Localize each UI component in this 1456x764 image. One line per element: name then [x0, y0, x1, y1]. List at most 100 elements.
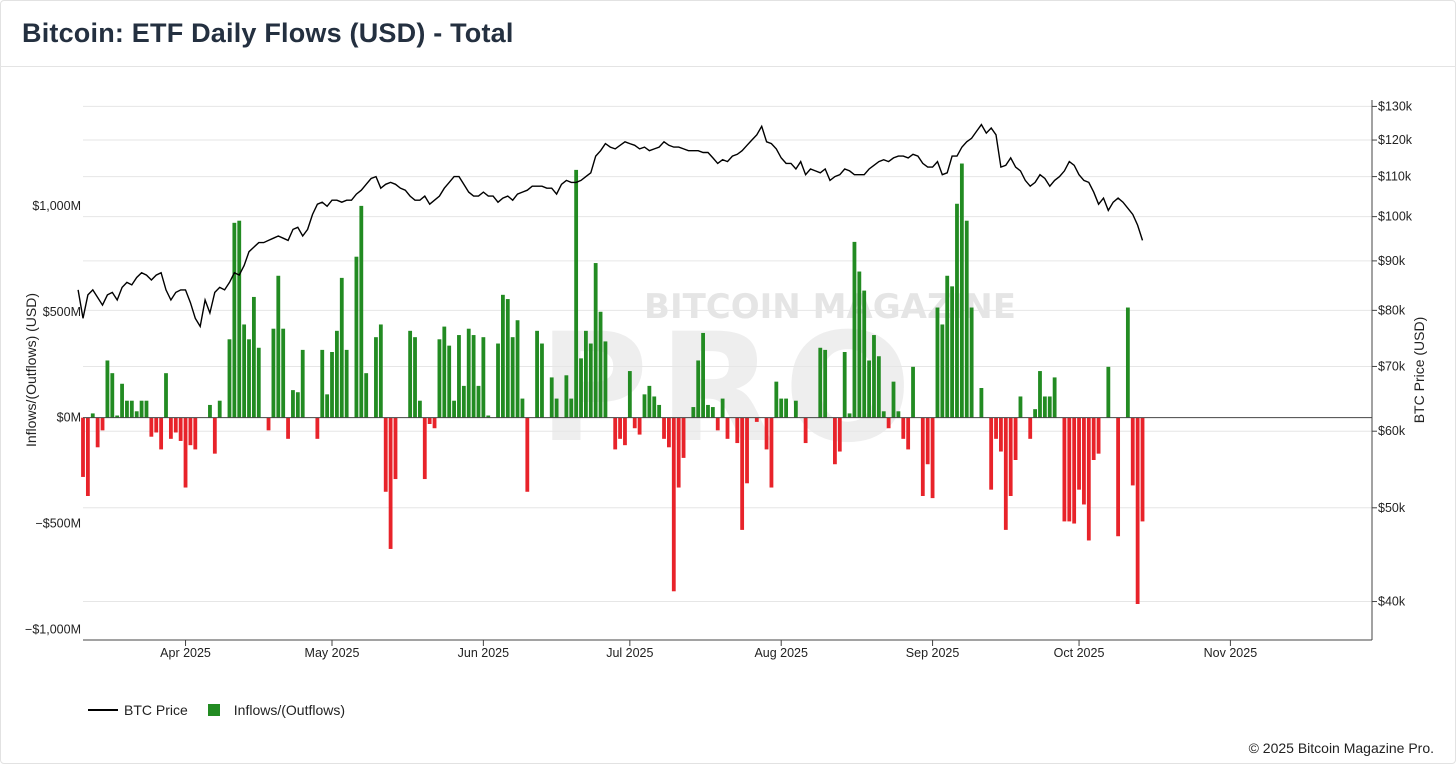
- inflow-bar: [911, 366, 915, 418]
- legend-item-price[interactable]: BTC Price: [88, 702, 188, 718]
- outflow-bar: [393, 417, 398, 480]
- inflow-bar: [457, 335, 461, 418]
- y-tick-label: −$500M: [35, 517, 81, 531]
- inflow-bar: [691, 407, 696, 418]
- outflow-bar: [999, 417, 1003, 452]
- legend-swatch-icon: [207, 704, 220, 716]
- outflow-bar: [1130, 417, 1135, 486]
- outflow-bar: [149, 417, 154, 437]
- title-divider: [0, 66, 1456, 67]
- outflow-bar: [1135, 417, 1140, 604]
- outflow-bar: [1003, 417, 1008, 530]
- outflow-bar: [1062, 417, 1067, 522]
- inflow-bar: [1052, 377, 1057, 418]
- y-tick-label: $0M: [57, 411, 81, 425]
- outflow-bar: [735, 417, 740, 444]
- inflow-bar: [364, 373, 369, 418]
- inflow-bar: [564, 375, 569, 418]
- inflow-bar: [940, 324, 945, 418]
- inflow-bar: [852, 241, 857, 418]
- outflow-bar: [1028, 417, 1033, 439]
- outflow-bar: [183, 417, 188, 488]
- inflow-bar: [569, 398, 574, 418]
- inflow-bar: [120, 383, 124, 418]
- y-axis-left: $1,000M $500M $0M −$500M −$1,000M: [25, 199, 81, 637]
- outflow-bar: [906, 417, 911, 450]
- inflow-bar: [476, 385, 481, 418]
- inflow-bar: [505, 299, 510, 418]
- inflow-bar: [574, 169, 579, 418]
- outflow-bar: [837, 417, 842, 452]
- inflow-bar: [110, 373, 115, 418]
- inflow-bar: [1106, 366, 1111, 418]
- inflow-bar: [1125, 307, 1130, 418]
- outflow-bar: [925, 417, 930, 465]
- inflow-bar: [452, 400, 456, 418]
- outflow-bar: [286, 417, 290, 439]
- inflow-bar: [461, 385, 466, 418]
- inflow-bar: [276, 275, 281, 418]
- inflow-bar: [598, 311, 603, 418]
- watermark: BITCOIN MAGAZINE PRO: [539, 287, 1016, 476]
- outflow-bar: [188, 417, 193, 446]
- outflow-bar: [168, 417, 173, 439]
- y2-tick-label: $110k: [1378, 170, 1412, 184]
- outflow-bar: [662, 417, 666, 439]
- y-tick-label: $500M: [43, 305, 81, 319]
- outflow-bar: [154, 417, 159, 433]
- x-tick-label: Jul 2025: [606, 646, 653, 660]
- outflow-bar: [676, 417, 681, 488]
- legend-item-flows[interactable]: Inflows/(Outflows): [207, 702, 345, 718]
- inflow-bar: [701, 332, 705, 418]
- outflow-bar: [427, 417, 432, 424]
- outflow-bar: [1013, 417, 1018, 460]
- y2-axis-title: BTC Price (USD): [1411, 317, 1427, 424]
- outflow-bar: [769, 417, 774, 488]
- etf-flows-chart: BITCOIN MAGAZINE PRO $1,000M $500M $0M −$50…: [23, 99, 1427, 660]
- inflow-bar: [1047, 396, 1052, 418]
- outflow-bar: [159, 417, 164, 450]
- outflow-bar: [833, 417, 837, 465]
- outflow-bar: [1086, 417, 1091, 541]
- inflow-bar: [242, 324, 247, 418]
- inflow-bar: [793, 400, 798, 418]
- outflow-bar: [432, 417, 437, 429]
- inflow-bar: [354, 256, 359, 418]
- inflow-bar: [1042, 396, 1047, 418]
- outflow-bar: [85, 417, 90, 496]
- inflow-bar: [251, 296, 256, 418]
- inflow-bar: [955, 203, 959, 418]
- inflow-bar: [969, 307, 974, 418]
- inflow-bar: [359, 205, 364, 418]
- outflow-bar: [613, 417, 618, 450]
- inflow-bar: [549, 377, 554, 418]
- outflow-bar: [623, 417, 627, 446]
- inflow-bar: [627, 371, 632, 418]
- y-axis-right: $130k $120k $110k $100k $90k $80k $70k $60k $50k…: [1372, 99, 1413, 609]
- outflow-bar: [671, 417, 676, 592]
- outflow-bar: [315, 417, 320, 439]
- outflow-bar: [886, 417, 891, 429]
- inflow-bar: [447, 345, 452, 418]
- outflow-bar: [1077, 417, 1081, 490]
- inflow-bar: [496, 343, 500, 418]
- inflow-bar: [584, 330, 588, 418]
- inflow-bar: [486, 415, 491, 418]
- inflow-bar: [652, 396, 657, 418]
- inflow-bar: [500, 294, 505, 418]
- inflow-bar: [515, 320, 520, 418]
- inflow-bar: [320, 349, 325, 418]
- y2-tick-label: $90k: [1378, 254, 1406, 268]
- x-tick-label: Sep 2025: [906, 646, 960, 660]
- btc-price-line: [77, 123, 1144, 329]
- inflow-bar: [896, 411, 901, 418]
- inflow-bar: [1038, 371, 1042, 418]
- outflow-bar: [95, 417, 100, 448]
- outflow-bar: [212, 417, 217, 454]
- outflow-bar: [388, 417, 393, 549]
- inflow-bar: [134, 411, 139, 418]
- inflow-bar: [217, 400, 222, 418]
- inflow-bar: [891, 381, 896, 418]
- legend-price-label: BTC Price: [124, 702, 188, 718]
- outflow-bar: [1116, 417, 1121, 537]
